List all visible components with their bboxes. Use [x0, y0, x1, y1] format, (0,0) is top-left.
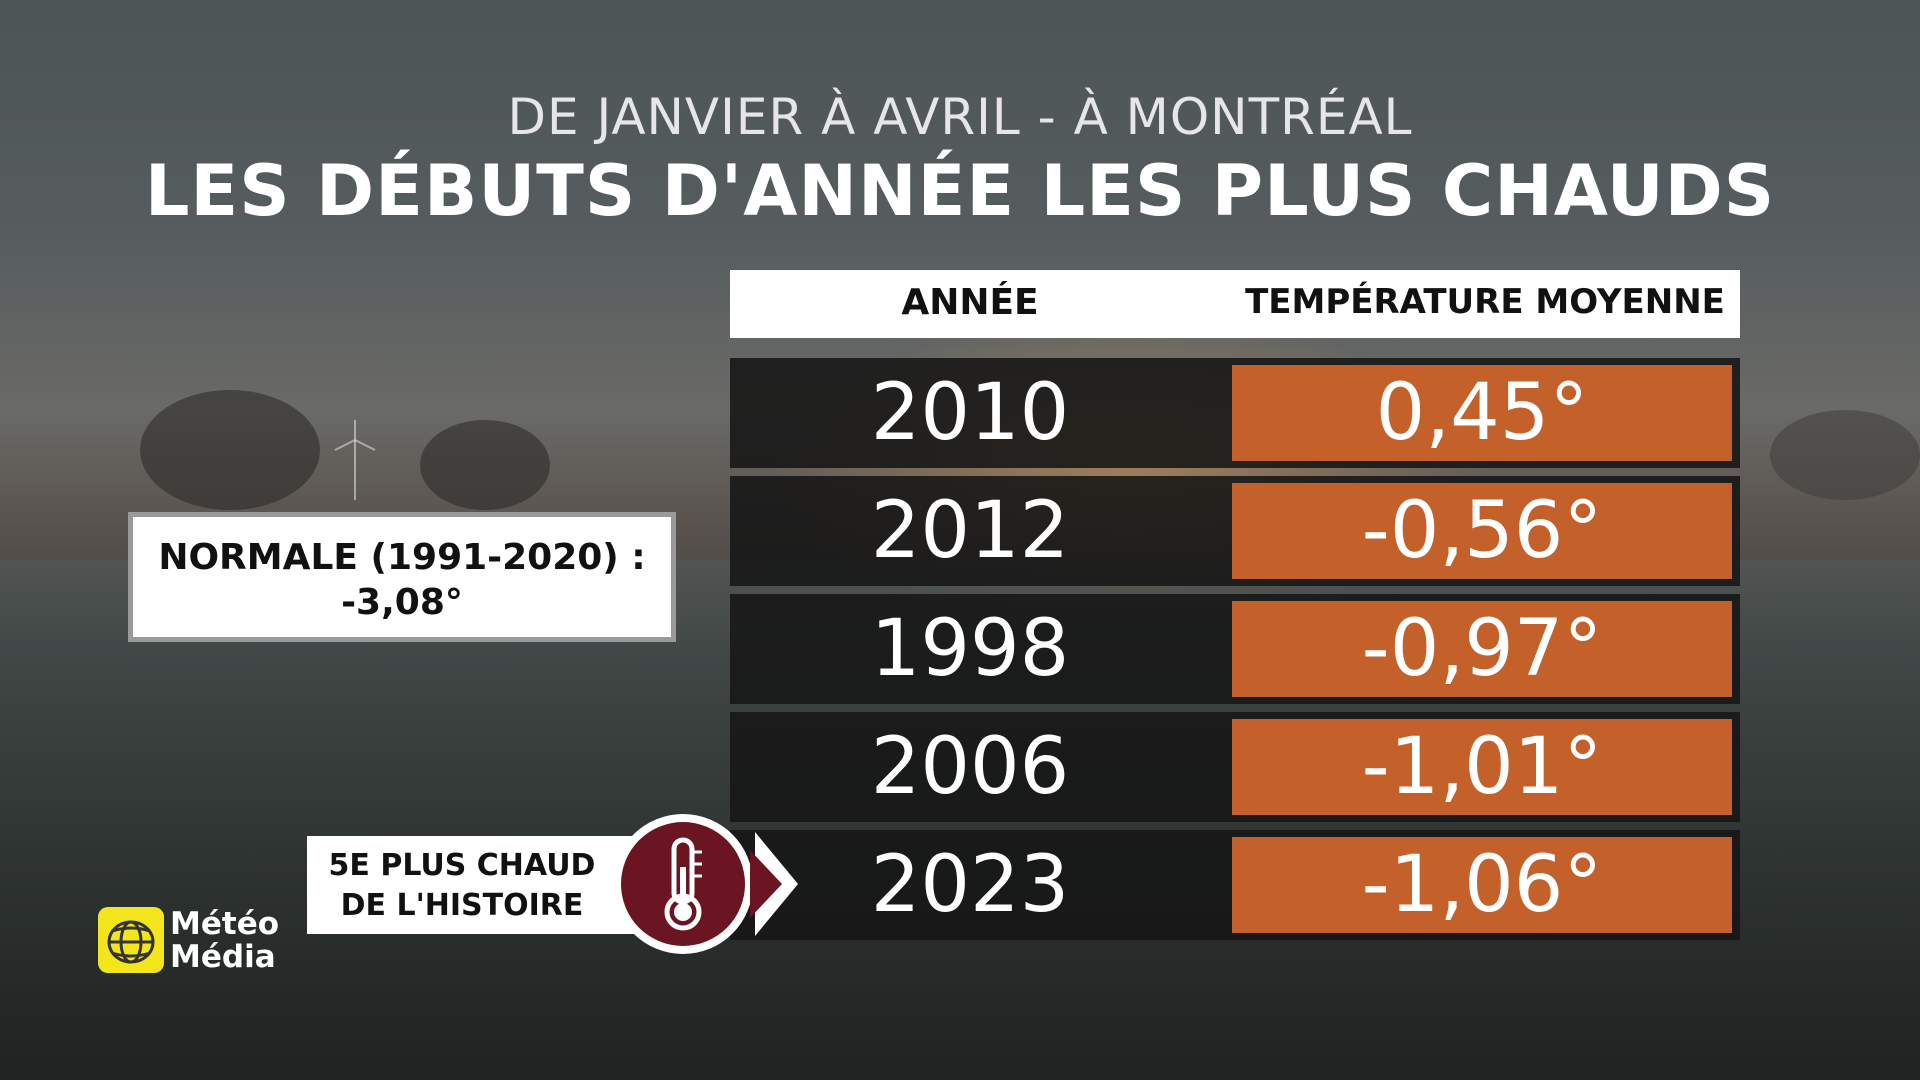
row-year: 2023	[870, 840, 1070, 930]
subtitle: DE JANVIER À AVRIL - À MONTRÉAL	[507, 88, 1413, 146]
table-row: 1998 -0,97°	[730, 594, 1740, 704]
background-tree	[140, 390, 320, 510]
rank-line-2: DE L'HISTOIRE	[340, 888, 584, 923]
table-header: ANNÉE TEMPÉRATURE MOYENNE	[730, 270, 1740, 338]
normal-info-box: NORMALE (1991-2020) : -3,08°	[128, 512, 676, 642]
page-title: LES DÉBUTS D'ANNÉE LES PLUS CHAUDS	[144, 150, 1776, 232]
logo-globe-icon	[98, 907, 164, 973]
row-temperature: -1,01°	[1232, 719, 1732, 815]
rank-line-1: 5E PLUS CHAUD	[328, 848, 596, 883]
row-temperature: -0,56°	[1232, 483, 1732, 579]
thermometer-badge	[613, 814, 798, 954]
row-year: 2006	[870, 722, 1070, 812]
row-temperature: -0,97°	[1232, 601, 1732, 697]
header-temperature: TEMPÉRATURE MOYENNE	[1245, 282, 1725, 322]
normal-value: -3,08°	[341, 582, 463, 623]
row-year: 2010	[870, 368, 1070, 458]
header-year: ANNÉE	[901, 282, 1039, 323]
table-row: 2023 -1,06°	[730, 830, 1740, 940]
background-tree	[1770, 410, 1920, 500]
normal-label: NORMALE (1991-2020) :	[158, 537, 646, 578]
table-row: 2012 -0,56°	[730, 476, 1740, 586]
row-year: 2012	[870, 486, 1070, 576]
background-tree	[420, 420, 550, 510]
logo-line-1: Météo	[170, 906, 280, 942]
rank-callout: 5E PLUS CHAUD DE L'HISTOIRE	[307, 836, 647, 934]
row-year: 1998	[870, 604, 1070, 694]
meteomedia-logo: Météo Média	[98, 905, 280, 977]
table-row: 2006 -1,01°	[730, 712, 1740, 822]
logo-line-2: Média	[170, 939, 276, 975]
row-temperature: -1,06°	[1232, 837, 1732, 933]
row-temperature: 0,45°	[1232, 365, 1732, 461]
table-row: 2010 0,45°	[730, 358, 1740, 468]
wind-turbine-icon	[334, 420, 376, 500]
thermometer-icon	[664, 837, 702, 931]
